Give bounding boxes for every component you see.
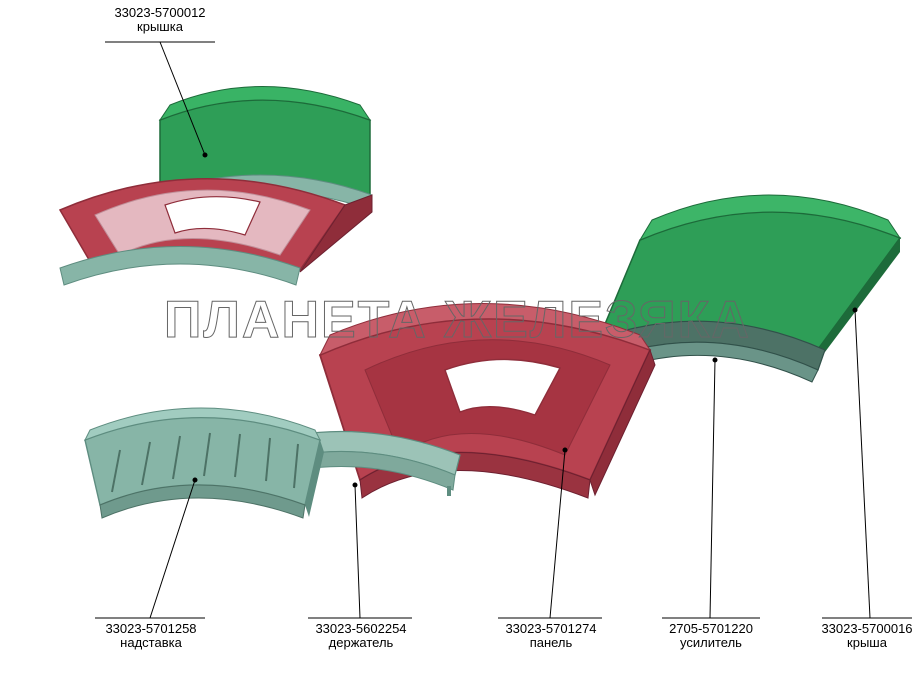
- leader-b5: [855, 310, 870, 618]
- label-b2: 33023-5602254 держатель: [308, 622, 414, 651]
- leader-b4: [710, 360, 715, 618]
- label-b4: 2705-5701220 усилитель: [660, 622, 762, 651]
- part-nadstavka-louvers: [85, 408, 324, 518]
- label-b3: 33023-5701274 панель: [498, 622, 604, 651]
- label-b5: 33023-5700016 крыша: [820, 622, 914, 651]
- label-top-left: 33023-5700012 крышка: [105, 6, 215, 35]
- part-panel-red: [320, 304, 655, 499]
- label-b1: 33023-5701258 надставка: [95, 622, 207, 651]
- part-roof-assembly: [60, 87, 372, 286]
- diagram-canvas: [0, 0, 915, 680]
- leader-b2: [355, 485, 360, 618]
